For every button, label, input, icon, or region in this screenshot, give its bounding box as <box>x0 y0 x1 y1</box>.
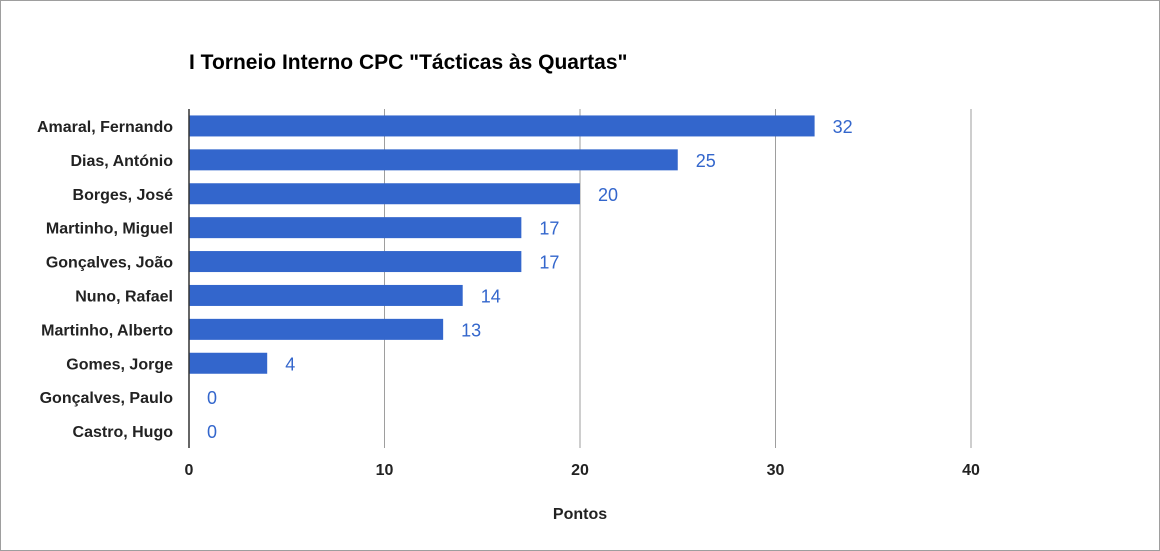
x-tick-label: 0 <box>185 462 194 479</box>
category-label: Borges, José <box>73 187 174 204</box>
x-tick-label: 20 <box>571 462 589 479</box>
category-label: Martinho, Miguel <box>46 221 173 238</box>
category-label: Castro, Hugo <box>73 424 174 441</box>
bar <box>189 352 268 374</box>
category-labels: Amaral, Fernando Dias, António Borges, Jos… <box>37 119 173 441</box>
category-label: Martinho, Alberto <box>41 322 173 339</box>
data-label: 13 <box>461 320 481 340</box>
data-label: 25 <box>696 151 716 171</box>
bar <box>189 318 444 340</box>
chart-title: I Torneio Interno CPC "Tácticas às Quart… <box>189 51 628 74</box>
bar <box>189 251 522 273</box>
bar <box>189 115 815 137</box>
data-label: 32 <box>833 117 853 137</box>
bar <box>189 284 463 306</box>
bar <box>189 217 522 239</box>
data-label: 20 <box>598 185 618 205</box>
data-label: 0 <box>207 422 217 442</box>
data-label: 4 <box>285 354 295 374</box>
category-label: Dias, António <box>70 153 173 170</box>
category-label: Gonçalves, João <box>46 255 173 272</box>
x-tick-label: 40 <box>962 462 980 479</box>
x-tick-label: 10 <box>376 462 394 479</box>
bar <box>189 183 580 205</box>
data-label: 17 <box>539 253 559 273</box>
category-label: Gonçalves, Paulo <box>40 390 174 407</box>
bar <box>189 149 678 171</box>
x-tick-label: 30 <box>767 462 785 479</box>
category-label: Gomes, Jorge <box>66 356 173 373</box>
x-tick-labels: 0 10 20 30 40 <box>185 462 980 479</box>
x-axis-title: Pontos <box>553 506 607 523</box>
data-label: 14 <box>481 286 501 306</box>
data-label: 0 <box>207 388 217 408</box>
data-label: 17 <box>539 219 559 239</box>
category-label: Amaral, Fernando <box>37 119 173 136</box>
bars <box>189 115 815 374</box>
category-label: Nuno, Rafael <box>75 288 173 305</box>
